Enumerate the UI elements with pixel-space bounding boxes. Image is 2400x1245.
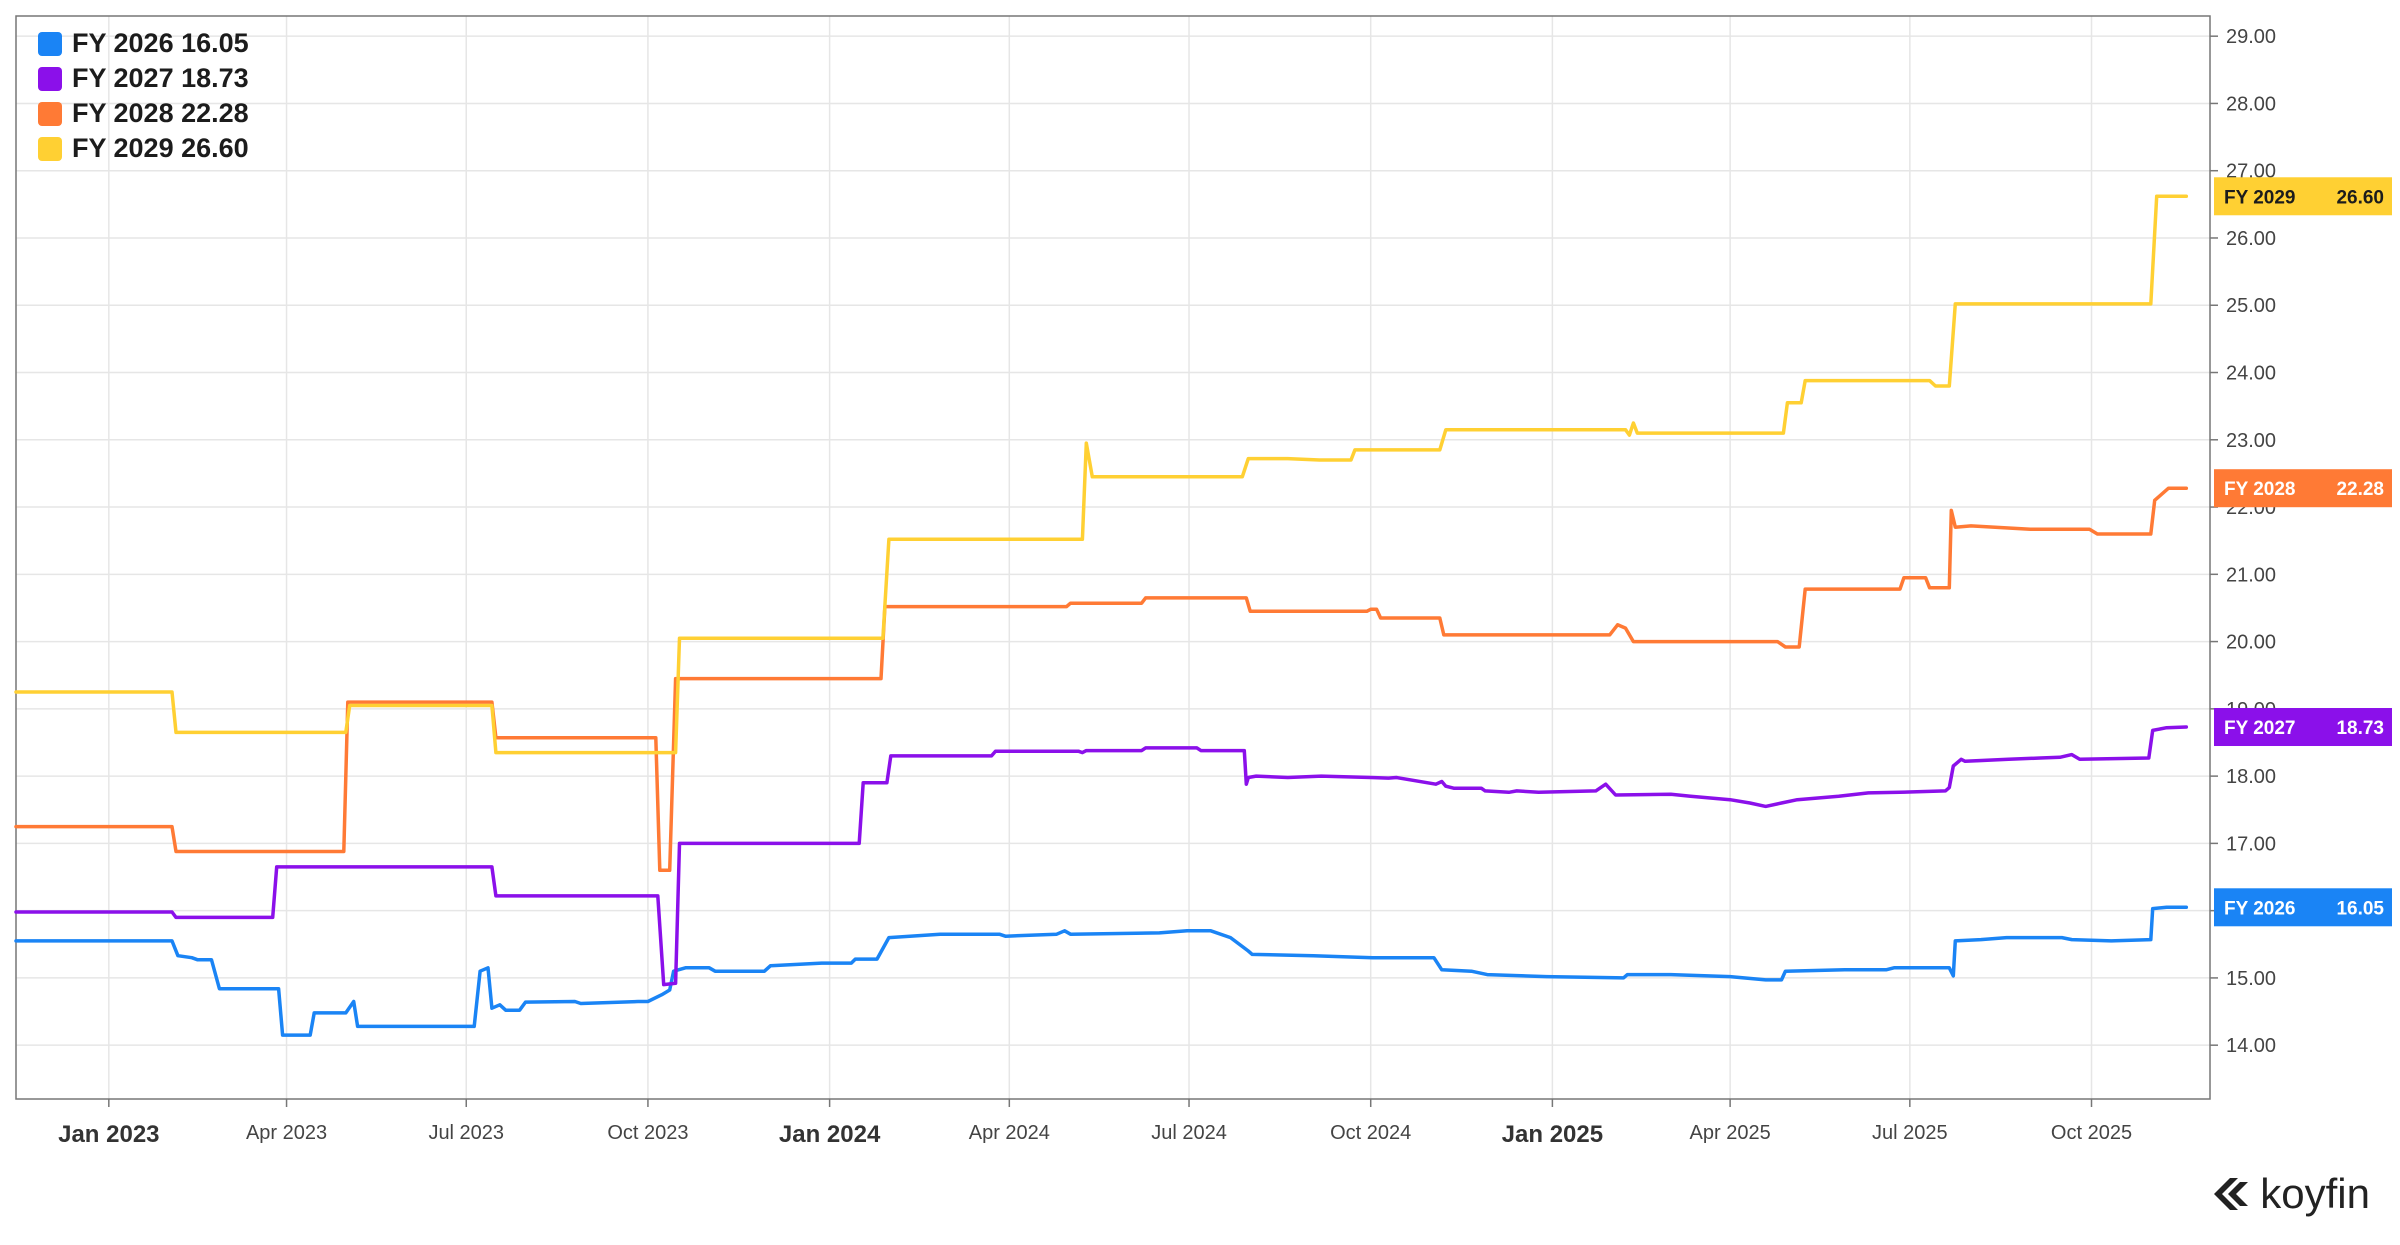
legend-item: FY 2027 18.73 <box>38 61 249 96</box>
y-tick-label: 26.00 <box>2226 228 2276 250</box>
x-axis: Jan 2023 Apr 2023 Jul 2023 Oct 2023 Jan 2024… <box>58 1099 2132 1148</box>
legend-label: FY 2029 26.60 <box>72 133 249 163</box>
legend-label: FY 2026 16.05 <box>72 28 249 58</box>
last-value-number: 22.28 <box>2336 479 2384 500</box>
y-tick-label: 20.00 <box>2226 632 2276 654</box>
koyfin-logo-icon <box>2214 1178 2249 1210</box>
x-tick-label: Apr 2024 <box>969 1122 1050 1144</box>
x-tick-label: Jan 2025 <box>1502 1121 1603 1148</box>
y-tick-label: 14.00 <box>2226 1035 2276 1057</box>
last-value-label-fy-2027: FY 2027 18.73 <box>2214 708 2392 747</box>
legend-label: FY 2027 18.73 <box>72 63 249 93</box>
legend-item: FY 2026 16.05 <box>38 26 249 61</box>
last-value-label-fy-2028: FY 2028 22.28 <box>2214 469 2392 508</box>
last-value-label-fy-2029: FY 2029 26.60 <box>2214 177 2392 216</box>
series-line-fy-2026 <box>14 905 2189 1037</box>
legend-label: FY 2028 22.28 <box>72 98 249 128</box>
x-tick-label: Jan 2024 <box>779 1121 881 1148</box>
y-axis: 14.0015.0016.0017.0018.0019.0020.0021.00… <box>2210 26 2276 1057</box>
last-value-badge <box>2214 708 2392 747</box>
grid <box>16 16 2210 1099</box>
x-tick-label: Oct 2023 <box>607 1122 688 1144</box>
last-value-badge <box>2214 888 2392 927</box>
last-value-number: 26.60 <box>2336 187 2384 208</box>
x-tick-label: Apr 2023 <box>246 1122 327 1144</box>
last-value-series-name: FY 2028 <box>2224 479 2295 500</box>
y-tick-label: 25.00 <box>2226 295 2276 317</box>
legend: FY 2026 16.05 FY 2027 18.73 FY 2028 22.28 F… <box>38 26 249 166</box>
brand-name: koyfin <box>2260 1170 2370 1217</box>
last-value-number: 18.73 <box>2336 718 2384 739</box>
last-value-series-name: FY 2027 <box>2224 718 2295 739</box>
last-value-series-name: FY 2029 <box>2224 187 2295 208</box>
last-value-series-name: FY 2026 <box>2224 898 2295 919</box>
y-tick-label: 15.00 <box>2226 968 2276 990</box>
last-value-label-fy-2026: FY 2026 16.05 <box>2214 888 2392 927</box>
y-tick-label: 17.00 <box>2226 833 2276 855</box>
legend-swatch <box>38 136 62 161</box>
x-tick-label: Oct 2025 <box>2051 1122 2132 1144</box>
y-tick-label: 28.00 <box>2226 93 2276 115</box>
last-value-badge <box>2214 177 2392 216</box>
x-tick-label: Jul 2025 <box>1872 1122 1948 1144</box>
y-tick-label: 29.00 <box>2226 26 2276 48</box>
y-tick-label: 27.00 <box>2226 161 2276 183</box>
last-value-badge <box>2214 469 2392 508</box>
x-tick-label: Jan 2023 <box>58 1121 159 1148</box>
series-line-fy-2029 <box>14 194 2189 755</box>
last-value-number: 16.05 <box>2336 898 2384 919</box>
legend-item: FY 2029 26.60 <box>38 131 249 166</box>
plot-area-frame <box>15 15 2211 1100</box>
y-tick-label: 18.00 <box>2226 766 2276 788</box>
series-lines <box>14 194 2189 1037</box>
x-tick-label: Apr 2025 <box>1690 1122 1771 1144</box>
x-tick-label: Jul 2024 <box>1151 1122 1227 1144</box>
y-tick-label: 23.00 <box>2226 430 2276 452</box>
legend-swatch <box>38 66 62 91</box>
koyfin-logo: koyfin <box>2210 1170 2370 1218</box>
y-tick-label: 21.00 <box>2226 564 2276 586</box>
x-tick-label: Oct 2024 <box>1330 1122 1411 1144</box>
y-tick-label: 24.00 <box>2226 363 2276 385</box>
x-tick-label: Jul 2023 <box>428 1122 504 1144</box>
series-line-fy-2027 <box>14 725 2189 987</box>
legend-swatch <box>38 101 62 126</box>
legend-item: FY 2028 22.28 <box>38 96 249 131</box>
legend-swatch <box>38 31 62 56</box>
series-line-fy-2028 <box>14 486 2189 873</box>
